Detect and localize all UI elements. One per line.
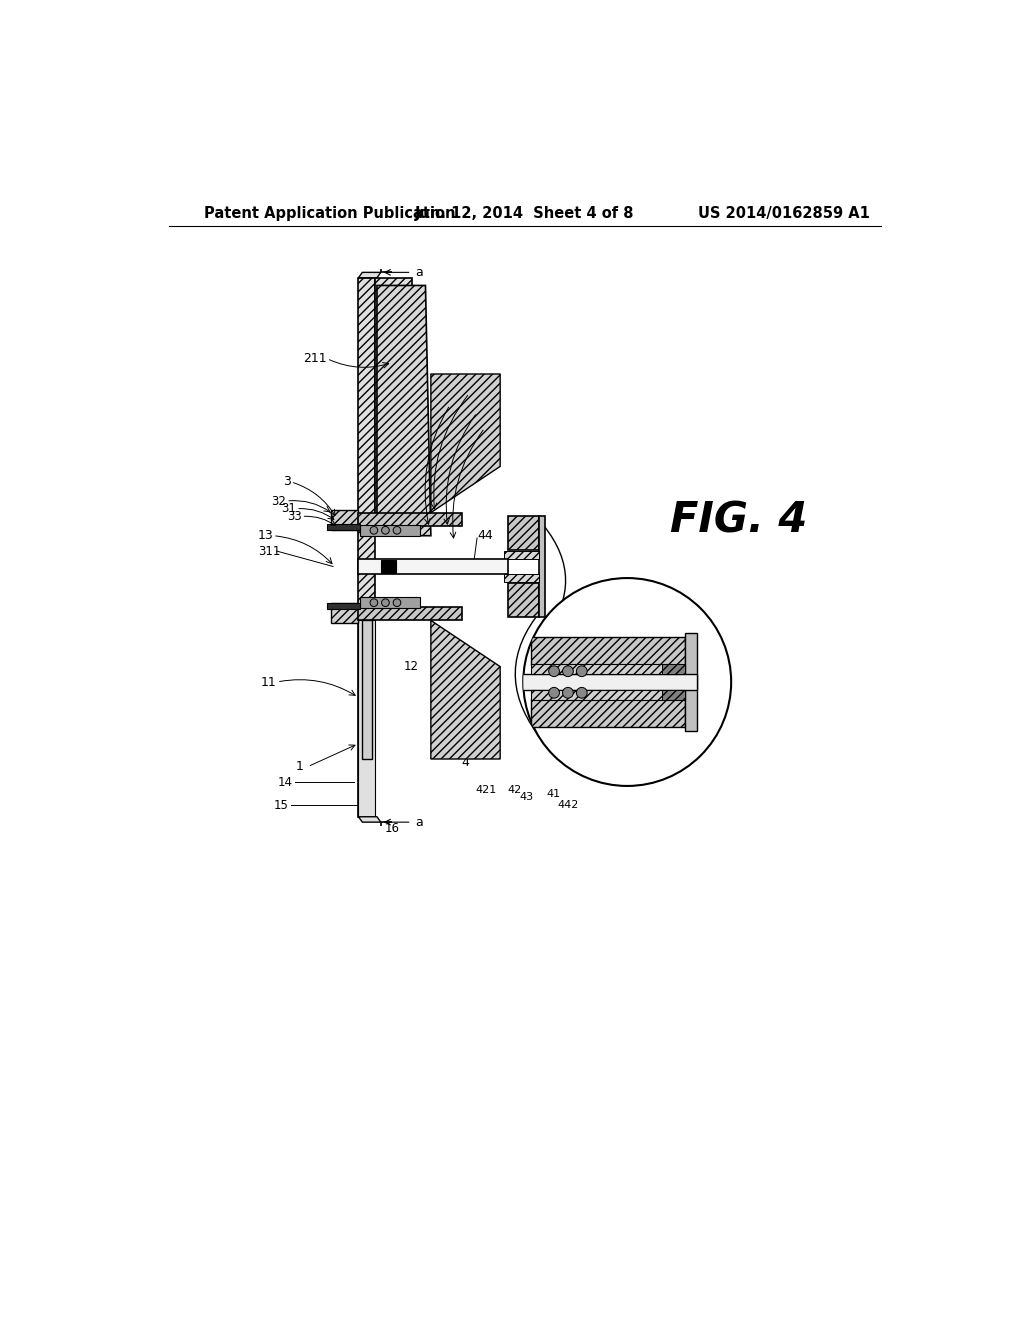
Polygon shape — [508, 583, 539, 616]
Text: 22: 22 — [477, 407, 493, 418]
Circle shape — [382, 527, 389, 535]
Polygon shape — [531, 664, 685, 673]
Polygon shape — [358, 277, 376, 817]
Text: 6: 6 — [674, 602, 681, 615]
Polygon shape — [358, 620, 376, 817]
Circle shape — [370, 527, 378, 535]
Text: 24: 24 — [451, 399, 465, 412]
Circle shape — [549, 688, 559, 698]
Polygon shape — [327, 603, 360, 609]
Text: 3: 3 — [283, 475, 291, 488]
Circle shape — [562, 665, 573, 677]
Text: 44: 44 — [477, 529, 493, 543]
Text: 211: 211 — [303, 352, 327, 366]
Polygon shape — [431, 374, 500, 512]
Text: 33: 33 — [287, 510, 301, 523]
Polygon shape — [358, 512, 462, 527]
Text: US 2014/0162859 A1: US 2014/0162859 A1 — [698, 206, 869, 222]
Text: 31: 31 — [282, 502, 296, 515]
Text: Patent Application Publication: Patent Application Publication — [204, 206, 456, 222]
Text: 15: 15 — [273, 799, 289, 812]
Polygon shape — [360, 525, 420, 536]
Text: 311: 311 — [258, 545, 281, 557]
Text: 441: 441 — [442, 652, 465, 665]
Polygon shape — [358, 272, 381, 277]
Circle shape — [523, 578, 731, 785]
Polygon shape — [531, 700, 685, 726]
Polygon shape — [377, 285, 431, 536]
Circle shape — [370, 599, 378, 607]
Text: 16: 16 — [385, 822, 399, 834]
Polygon shape — [331, 603, 358, 623]
Text: a: a — [416, 265, 423, 279]
Text: 12: 12 — [403, 660, 419, 673]
Text: 42: 42 — [508, 785, 522, 795]
Polygon shape — [358, 817, 381, 822]
Polygon shape — [431, 620, 500, 759]
Polygon shape — [504, 574, 539, 582]
Circle shape — [577, 665, 587, 677]
Text: 14: 14 — [278, 776, 292, 788]
Text: Jun. 12, 2014  Sheet 4 of 8: Jun. 12, 2014 Sheet 4 of 8 — [415, 206, 635, 222]
Text: 41: 41 — [547, 788, 560, 799]
Text: 11: 11 — [261, 676, 276, 689]
Circle shape — [549, 665, 559, 677]
Text: FIG. 4: FIG. 4 — [670, 499, 808, 541]
Polygon shape — [327, 524, 360, 531]
Polygon shape — [360, 598, 420, 609]
Polygon shape — [685, 634, 696, 730]
Circle shape — [393, 599, 400, 607]
Polygon shape — [381, 560, 396, 573]
Text: a: a — [416, 816, 423, 829]
Text: 23: 23 — [484, 421, 500, 434]
Polygon shape — [662, 689, 685, 701]
Text: 32: 32 — [271, 495, 286, 508]
Polygon shape — [515, 675, 696, 689]
Polygon shape — [662, 664, 685, 675]
Polygon shape — [539, 516, 545, 616]
Polygon shape — [376, 277, 412, 536]
Polygon shape — [331, 511, 358, 531]
Polygon shape — [362, 620, 373, 759]
Text: 1: 1 — [296, 760, 304, 774]
Circle shape — [577, 688, 587, 698]
Text: 43: 43 — [519, 792, 534, 803]
Circle shape — [562, 688, 573, 698]
Text: 442: 442 — [558, 800, 580, 810]
Polygon shape — [358, 558, 508, 574]
Circle shape — [393, 527, 400, 535]
Polygon shape — [531, 638, 685, 665]
Text: 4: 4 — [462, 756, 470, 770]
Text: 421: 421 — [475, 785, 497, 795]
Text: 5: 5 — [662, 591, 670, 603]
Text: 2: 2 — [469, 387, 477, 400]
Text: 13: 13 — [257, 529, 273, 543]
Polygon shape — [508, 516, 539, 549]
Circle shape — [382, 599, 389, 607]
Polygon shape — [531, 690, 685, 701]
Polygon shape — [358, 607, 462, 620]
Polygon shape — [504, 552, 539, 558]
